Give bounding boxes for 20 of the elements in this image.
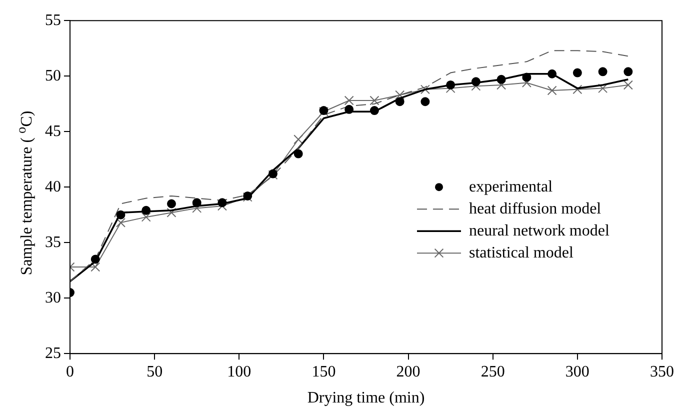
legend-label: neural network model: [469, 222, 610, 240]
legend-label: statistical model: [469, 244, 574, 262]
x-tick-label: 250: [480, 363, 505, 380]
y-tick-label: 40: [45, 178, 61, 196]
x-tick-label: 100: [227, 363, 252, 380]
y-tick-label: 25: [45, 344, 61, 362]
x-tick-label: 300: [565, 363, 590, 380]
x-tick-label: 0: [66, 363, 74, 380]
y-tick-label: 55: [45, 12, 61, 29]
legend-label: heat diffusion model: [469, 200, 602, 218]
x-axis-title: Drying time (min): [307, 390, 425, 407]
x-tick-label: 150: [312, 363, 336, 380]
x-tick-label: 50: [146, 363, 163, 380]
y-tick-label: 35: [45, 234, 61, 251]
x-tick-label: 200: [396, 363, 420, 380]
y-tick-label: 50: [45, 67, 61, 84]
y-tick-label: 30: [45, 289, 61, 306]
y-tick-label: 45: [45, 122, 61, 140]
legend-label: experimental: [469, 178, 554, 196]
x-tick-label: 350: [650, 363, 674, 380]
